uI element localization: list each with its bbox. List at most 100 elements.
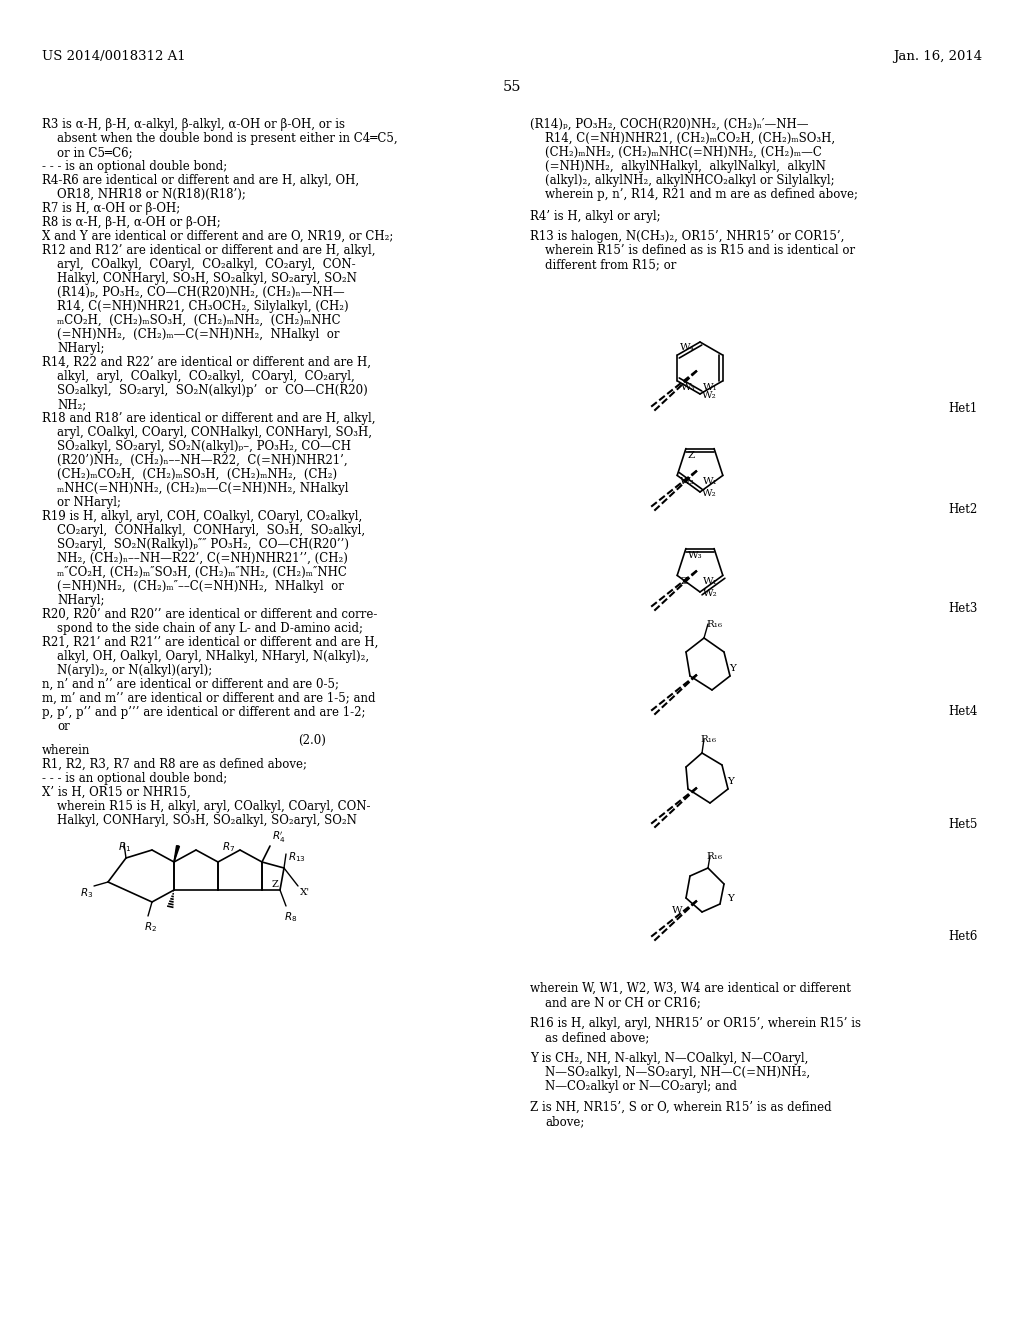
Text: Halkyl, CONHaryl, SO₃H, SO₂alkyl, SO₂aryl, SO₂N: Halkyl, CONHaryl, SO₃H, SO₂alkyl, SO₂ary… — [57, 272, 357, 285]
Text: W₄: W₄ — [680, 343, 694, 352]
Text: p, p’, p’’ and p’’’ are identical or different and are 1-2;: p, p’, p’’ and p’’’ are identical or dif… — [42, 706, 366, 719]
Text: Z: Z — [272, 880, 279, 888]
Text: - - - is an optional double bond;: - - - is an optional double bond; — [42, 772, 227, 785]
Text: Halkyl, CONHaryl, SO₃H, SO₂alkyl, SO₂aryl, SO₂N: Halkyl, CONHaryl, SO₃H, SO₂alkyl, SO₂ary… — [57, 814, 357, 828]
Text: R19 is H, alkyl, aryl, COH, COalkyl, COaryl, CO₂alkyl,: R19 is H, alkyl, aryl, COH, COalkyl, COa… — [42, 510, 362, 523]
Text: X': X' — [300, 888, 310, 898]
Text: R8 is α-H, β-H, α-OH or β-OH;: R8 is α-H, β-H, α-OH or β-OH; — [42, 216, 221, 228]
Text: and are N or CH or CR16;: and are N or CH or CR16; — [545, 997, 700, 1008]
Text: Het3: Het3 — [948, 602, 978, 615]
Text: R12 and R12’ are identical or different and are H, alkyl,: R12 and R12’ are identical or different … — [42, 244, 376, 257]
Text: R18 and R18’ are identical or different and are H, alkyl,: R18 and R18’ are identical or different … — [42, 412, 376, 425]
Text: R4-R6 are identical or different and are H, alkyl, OH,: R4-R6 are identical or different and are… — [42, 174, 359, 187]
Text: wherein R15 is H, alkyl, aryl, COalkyl, COaryl, CON-: wherein R15 is H, alkyl, aryl, COalkyl, … — [57, 800, 371, 813]
Text: R14, R22 and R22’ are identical or different and are H,: R14, R22 and R22’ are identical or diffe… — [42, 356, 371, 370]
Text: W₁: W₁ — [702, 383, 717, 392]
Text: NHaryl;: NHaryl; — [57, 342, 104, 355]
Text: (=NH)NH₂,  alkylNHalkyl,  alkylNalkyl,  alkylN: (=NH)NH₂, alkylNHalkyl, alkylNalkyl, alk… — [545, 160, 826, 173]
Text: Y: Y — [727, 777, 734, 785]
Text: (CH₂)ₘNH₂, (CH₂)ₘNHC(=NH)NH₂, (CH₂)ₘ—C: (CH₂)ₘNH₂, (CH₂)ₘNHC(=NH)NH₂, (CH₂)ₘ—C — [545, 147, 822, 158]
Text: (CH₂)ₘCO₂H,  (CH₂)ₘSO₃H,  (CH₂)ₘNH₂,  (CH₂): (CH₂)ₘCO₂H, (CH₂)ₘSO₃H, (CH₂)ₘNH₂, (CH₂) — [57, 469, 337, 480]
Text: Het4: Het4 — [948, 705, 978, 718]
Text: R4’ is H, alkyl or aryl;: R4’ is H, alkyl or aryl; — [530, 210, 660, 223]
Text: R1, R2, R3, R7 and R8 are as defined above;: R1, R2, R3, R7 and R8 are as defined abo… — [42, 758, 307, 771]
Text: $R_7$: $R_7$ — [222, 840, 236, 854]
Text: SO₂aryl,  SO₂N(Ralkyl)ₚ″″ PO₃H₂,  CO—CH(R20’’): SO₂aryl, SO₂N(Ralkyl)ₚ″″ PO₃H₂, CO—CH(R2… — [57, 539, 349, 550]
Text: wherein: wherein — [42, 744, 90, 756]
Text: Het2: Het2 — [949, 503, 978, 516]
Text: R13 is halogen, N(CH₃)₂, OR15’, NHR15’ or COR15’,: R13 is halogen, N(CH₃)₂, OR15’, NHR15’ o… — [530, 230, 845, 243]
Text: - - - is an optional double bond;: - - - is an optional double bond; — [42, 160, 227, 173]
Text: $R_2$: $R_2$ — [144, 920, 157, 933]
Text: or in C5═C6;: or in C5═C6; — [57, 147, 133, 158]
Text: R14, C(=NH)NHR21, CH₃OCH₂, Silylalkyl, (CH₂): R14, C(=NH)NHR21, CH₃OCH₂, Silylalkyl, (… — [57, 300, 348, 313]
Text: (alkyl)₂, alkylNH₂, alkylNHCO₂alkyl or Silylalkyl;: (alkyl)₂, alkylNH₂, alkylNHCO₂alkyl or S… — [545, 174, 835, 187]
Text: (=NH)NH₂,  (CH₂)ₘ—C(=NH)NH₂,  NHalkyl  or: (=NH)NH₂, (CH₂)ₘ—C(=NH)NH₂, NHalkyl or — [57, 327, 340, 341]
Text: ₘCO₂H,  (CH₂)ₘSO₃H,  (CH₂)ₘNH₂,  (CH₂)ₘNHC: ₘCO₂H, (CH₂)ₘSO₃H, (CH₂)ₘNH₂, (CH₂)ₘNHC — [57, 314, 341, 327]
Text: R₁₆: R₁₆ — [706, 620, 722, 630]
Text: Y: Y — [727, 894, 734, 903]
Text: NHaryl;: NHaryl; — [57, 594, 104, 607]
Text: OR18, NHR18 or N(R18)(R18’);: OR18, NHR18 or N(R18)(R18’); — [57, 187, 246, 201]
Text: Het5: Het5 — [948, 818, 978, 832]
Text: N(aryl)₂, or N(alkyl)(aryl);: N(aryl)₂, or N(alkyl)(aryl); — [57, 664, 212, 677]
Text: W₃: W₃ — [688, 550, 702, 560]
Text: wherein R15’ is defined as is R15 and is identical or: wherein R15’ is defined as is R15 and is… — [545, 244, 855, 257]
Text: SO₂alkyl,  SO₂aryl,  SO₂N(alkyl)p’  or  CO—CH(R20): SO₂alkyl, SO₂aryl, SO₂N(alkyl)p’ or CO—C… — [57, 384, 368, 397]
Text: R20, R20’ and R20’’ are identical or different and corre-: R20, R20’ and R20’’ are identical or dif… — [42, 609, 378, 620]
Text: W₃: W₃ — [680, 478, 695, 486]
Text: US 2014/0018312 A1: US 2014/0018312 A1 — [42, 50, 185, 63]
Text: R14, C(=NH)NHR21, (CH₂)ₘCO₂H, (CH₂)ₘSO₃H,: R14, C(=NH)NHR21, (CH₂)ₘCO₂H, (CH₂)ₘSO₃H… — [545, 132, 836, 145]
Text: $R_3$: $R_3$ — [80, 886, 93, 900]
Text: absent when the double bond is present either in C4═C5,: absent when the double bond is present e… — [57, 132, 397, 145]
Text: ₘNHC(=NH)NH₂, (CH₂)ₘ—C(=NH)NH₂, NHalkyl: ₘNHC(=NH)NH₂, (CH₂)ₘ—C(=NH)NH₂, NHalkyl — [57, 482, 348, 495]
Text: (=NH)NH₂,  (CH₂)ₘ″––C(=NH)NH₂,  NHalkyl  or: (=NH)NH₂, (CH₂)ₘ″––C(=NH)NH₂, NHalkyl or — [57, 579, 344, 593]
Text: W₂: W₂ — [702, 391, 717, 400]
Text: aryl, COalkyl, COaryl, CONHalkyl, CONHaryl, SO₃H,: aryl, COalkyl, COaryl, CONHalkyl, CONHar… — [57, 426, 372, 440]
Text: W₂: W₂ — [703, 589, 718, 598]
Text: aryl,  COalkyl,  COaryl,  CO₂alkyl,  CO₂aryl,  CON-: aryl, COalkyl, COaryl, CO₂alkyl, CO₂aryl… — [57, 257, 355, 271]
Text: R16 is H, alkyl, aryl, NHR15’ or OR15’, wherein R15’ is: R16 is H, alkyl, aryl, NHR15’ or OR15’, … — [530, 1016, 861, 1030]
Text: $R_{13}$: $R_{13}$ — [288, 850, 306, 863]
Text: alkyl,  aryl,  COalkyl,  CO₂alkyl,  COaryl,  CO₂aryl,: alkyl, aryl, COalkyl, CO₂alkyl, COaryl, … — [57, 370, 354, 383]
Text: Y is CH₂, NH, N-alkyl, N—COalkyl, N—COaryl,: Y is CH₂, NH, N-alkyl, N—COalkyl, N—COar… — [530, 1052, 808, 1065]
Polygon shape — [174, 846, 179, 862]
Text: Het6: Het6 — [948, 931, 978, 942]
Text: wherein W, W1, W2, W3, W4 are identical or different: wherein W, W1, W2, W3, W4 are identical … — [530, 982, 851, 995]
Text: W: W — [672, 906, 683, 915]
Text: Z: Z — [688, 450, 695, 459]
Text: CO₂aryl,  CONHalkyl,  CONHaryl,  SO₃H,  SO₂alkyl,: CO₂aryl, CONHalkyl, CONHaryl, SO₃H, SO₂a… — [57, 524, 366, 537]
Text: $R_1$: $R_1$ — [118, 840, 131, 854]
Text: Jan. 16, 2014: Jan. 16, 2014 — [893, 50, 982, 63]
Text: R21, R21’ and R21’’ are identical or different and are H,: R21, R21’ and R21’’ are identical or dif… — [42, 636, 379, 649]
Text: m, m’ and m’’ are identical or different and are 1-5; and: m, m’ and m’’ are identical or different… — [42, 692, 376, 705]
Text: (2.0): (2.0) — [298, 734, 326, 747]
Text: R₁₆: R₁₆ — [700, 735, 716, 744]
Text: (R20’)NH₂,  (CH₂)ₙ––NH—R22,  C(=NH)NHR21’,: (R20’)NH₂, (CH₂)ₙ––NH—R22, C(=NH)NHR21’, — [57, 454, 347, 467]
Text: or: or — [57, 719, 70, 733]
Text: wherein p, n’, R14, R21 and m are as defined above;: wherein p, n’, R14, R21 and m are as def… — [545, 187, 858, 201]
Text: 55: 55 — [503, 81, 521, 94]
Text: ₘ″CO₂H, (CH₂)ₘ″SO₃H, (CH₂)ₘ″NH₂, (CH₂)ₘ″NHC: ₘ″CO₂H, (CH₂)ₘ″SO₃H, (CH₂)ₘ″NH₂, (CH₂)ₘ″… — [57, 566, 347, 579]
Text: different from R15; or: different from R15; or — [545, 257, 677, 271]
Text: Y: Y — [729, 664, 736, 673]
Text: W₁: W₁ — [702, 478, 718, 486]
Text: or NHaryl;: or NHaryl; — [57, 496, 121, 510]
Text: R7 is H, α-OH or β-OH;: R7 is H, α-OH or β-OH; — [42, 202, 180, 215]
Text: Z is NH, NR15’, S or O, wherein R15’ is as defined: Z is NH, NR15’, S or O, wherein R15’ is … — [530, 1101, 831, 1114]
Text: alkyl, OH, Oalkyl, Oaryl, NHalkyl, NHaryl, N(alkyl)₂,: alkyl, OH, Oalkyl, Oaryl, NHalkyl, NHary… — [57, 649, 369, 663]
Text: SO₂alkyl, SO₂aryl, SO₂N(alkyl)ₚ–, PO₃H₂, CO—CH: SO₂alkyl, SO₂aryl, SO₂N(alkyl)ₚ–, PO₃H₂,… — [57, 440, 351, 453]
Text: Het1: Het1 — [949, 403, 978, 414]
Text: R₁₆: R₁₆ — [706, 851, 722, 861]
Text: $R_8$: $R_8$ — [284, 909, 297, 924]
Text: (R14)ₚ, PO₃H₂, COCH(R20)NH₂, (CH₂)ₙ′—NH—: (R14)ₚ, PO₃H₂, COCH(R20)NH₂, (CH₂)ₙ′—NH— — [530, 117, 809, 131]
Text: (R14)ₚ, PO₃H₂, CO—CH(R20)NH₂, (CH₂)ₙ—NH—: (R14)ₚ, PO₃H₂, CO—CH(R20)NH₂, (CH₂)ₙ—NH— — [57, 286, 345, 300]
Text: spond to the side chain of any L- and D-amino acid;: spond to the side chain of any L- and D-… — [57, 622, 362, 635]
Text: N—SO₂alkyl, N—SO₂aryl, NH—C(=NH)NH₂,: N—SO₂alkyl, N—SO₂aryl, NH—C(=NH)NH₂, — [545, 1067, 810, 1078]
Text: above;: above; — [545, 1115, 585, 1129]
Text: n, n’ and n’’ are identical or different and are 0-5;: n, n’ and n’’ are identical or different… — [42, 678, 339, 690]
Text: X’ is H, OR15 or NHR15,: X’ is H, OR15 or NHR15, — [42, 785, 190, 799]
Text: R3 is α-H, β-H, α-alkyl, β-alkyl, α-OH or β-OH, or is: R3 is α-H, β-H, α-alkyl, β-alkyl, α-OH o… — [42, 117, 345, 131]
Text: W₂: W₂ — [702, 488, 717, 498]
Text: Z: Z — [680, 577, 687, 586]
